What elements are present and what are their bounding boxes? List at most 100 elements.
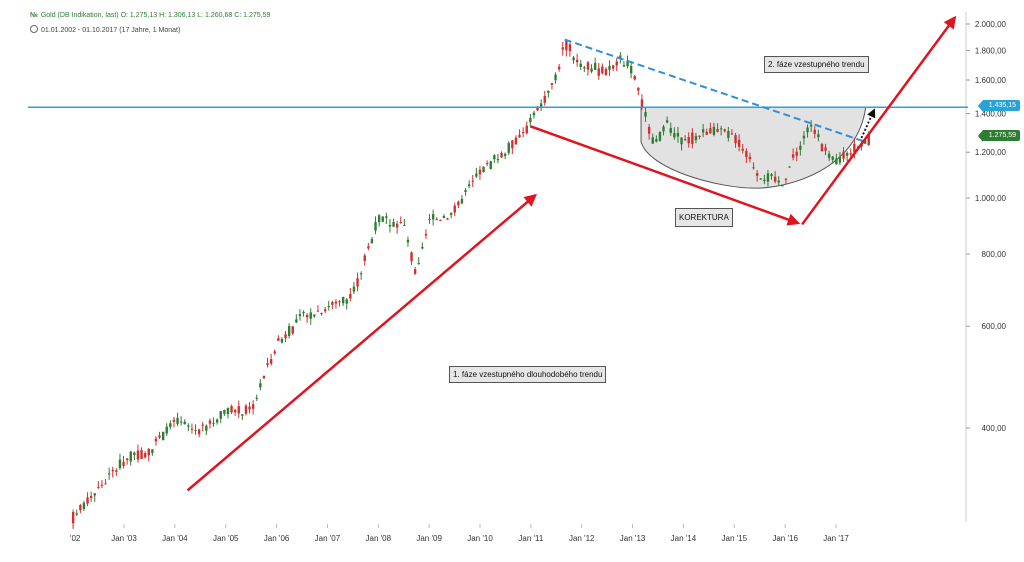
candle-body [410, 252, 413, 262]
candle-body [788, 166, 791, 168]
candle-body [201, 424, 204, 426]
candle-body [82, 502, 86, 510]
candle-body [723, 129, 726, 132]
candle-body [266, 363, 269, 365]
candle-body [529, 117, 532, 123]
candle-body [561, 47, 564, 50]
candle-body [489, 161, 492, 170]
candle-body [777, 180, 780, 183]
candle-body [637, 87, 640, 91]
period-line: 01.01.2002 - 01.10.2017 (17 Jahre, 1 Mon… [41, 27, 181, 34]
candle-body [309, 312, 312, 319]
candle-body [79, 505, 82, 511]
candle-body [305, 314, 309, 318]
candle-body [802, 135, 806, 139]
candle-body [187, 425, 190, 427]
candle-body [377, 215, 381, 223]
candle-body [424, 234, 428, 236]
candle-body [313, 314, 316, 317]
candle-body [500, 152, 503, 158]
candle-body [464, 190, 467, 192]
candle-body [241, 414, 244, 416]
y-tick-label: 1.200,00 [975, 148, 1007, 157]
resistance-price-tag: 1.435,15 [977, 100, 1020, 113]
x-tick-label: Jan '09 [416, 534, 442, 543]
candle-body [590, 68, 593, 72]
x-tick-label: Jan '08 [366, 534, 392, 543]
candle-body [421, 246, 424, 249]
candle-body [439, 220, 442, 222]
candle-body [341, 296, 345, 304]
candle-body [658, 131, 662, 141]
candle-body [269, 359, 273, 364]
candle-body [755, 173, 759, 176]
candle-body [766, 173, 770, 182]
candle-body [806, 127, 809, 133]
candle-body [208, 420, 212, 424]
candle-body [435, 219, 438, 221]
phase1-annotation: 1. fáze vzestupného dlouhodobého trendu [449, 366, 607, 383]
x-tick-label: Jan '16 [772, 534, 798, 543]
candle-body [100, 484, 104, 486]
candle-body [662, 126, 665, 132]
candle-body [259, 383, 262, 388]
phase1-arrow [186, 193, 538, 492]
y-tick-label: 600,00 [982, 322, 1007, 331]
candle-body [673, 133, 676, 138]
candle-body [687, 136, 690, 144]
candle-body [331, 301, 334, 305]
candle-body [680, 137, 683, 145]
candle-body [381, 216, 384, 222]
candle-body [748, 156, 752, 160]
candle-body [820, 143, 824, 152]
candle-body [511, 140, 514, 149]
candle-body [374, 222, 377, 231]
x-tick-label: Jan '07 [315, 534, 341, 543]
candle-body [194, 430, 197, 432]
candle-body [129, 451, 132, 462]
candle-body [143, 453, 147, 458]
candle-body [640, 99, 644, 108]
candle-body [136, 450, 140, 460]
candle-body [147, 448, 150, 456]
candle-body [320, 313, 323, 315]
candle-body [575, 59, 579, 63]
candle-body [302, 311, 305, 314]
candle-body [611, 65, 615, 69]
candle-body [475, 173, 478, 177]
phase2-arrow [801, 15, 957, 226]
candle-body [215, 419, 219, 423]
candle-body [615, 61, 618, 66]
candle-body [514, 137, 518, 145]
candle-body [867, 134, 870, 146]
candle-body [593, 63, 597, 70]
candle-body [579, 63, 582, 68]
candle-body [550, 83, 554, 85]
candle-body [543, 95, 546, 103]
candle-body [835, 158, 838, 165]
candle-body [161, 431, 165, 441]
period-header: 01.01.2002 - 01.10.2017 (17 Jahre, 1 Mon… [30, 25, 180, 34]
candle-body [651, 137, 654, 144]
candle-body [284, 334, 287, 339]
candle-body [730, 133, 734, 135]
x-tick-label: '02 [70, 534, 81, 543]
candle-body [831, 156, 834, 160]
x-tick-label: Jan '06 [264, 534, 290, 543]
candle-body [359, 273, 363, 275]
candle-body [140, 450, 143, 459]
candle-body [446, 218, 449, 220]
candle-body [496, 159, 500, 161]
candle-body [453, 205, 456, 213]
y-tick-label: 1.000,00 [975, 194, 1007, 203]
candle-body [604, 69, 608, 75]
candle-body [799, 145, 802, 150]
candle-body [583, 67, 586, 69]
candle-body [741, 148, 744, 151]
candle-body [601, 66, 604, 74]
candle-body [287, 326, 291, 336]
y-tick-label: 1.800,00 [975, 46, 1007, 55]
x-tick-label: Jan '17 [823, 534, 849, 543]
y-tick-label: 1.600,00 [975, 76, 1007, 85]
candle-body [716, 128, 719, 133]
